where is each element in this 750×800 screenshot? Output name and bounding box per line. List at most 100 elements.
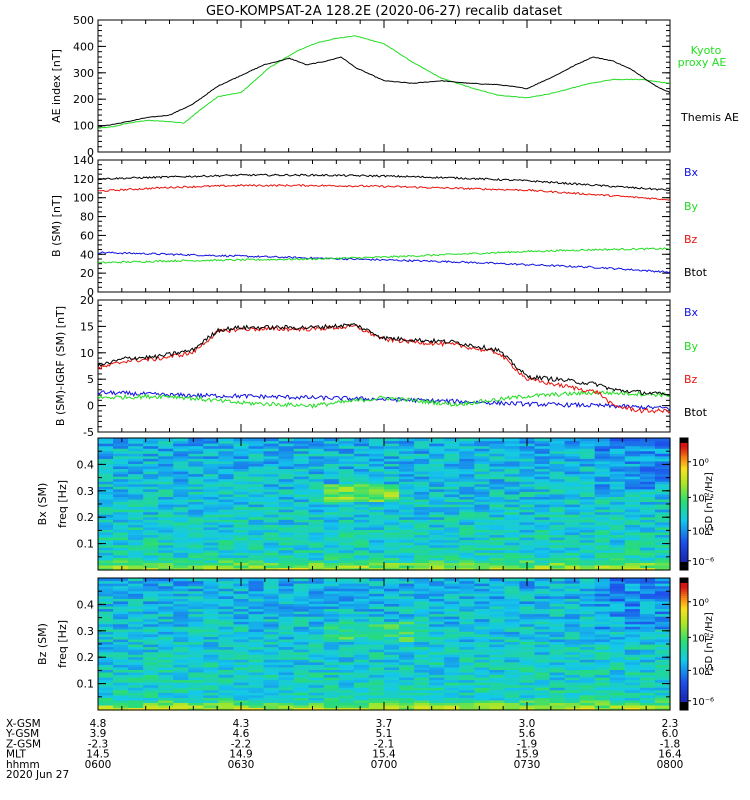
spectrogram-cell — [414, 450, 430, 454]
spectrogram-cell — [98, 704, 114, 709]
spectrogram-cell — [429, 580, 445, 584]
spectrogram-cell — [293, 697, 310, 701]
spectrogram-cell — [609, 656, 626, 660]
spectrogram-cell — [429, 549, 445, 553]
spectrogram-cell — [203, 468, 220, 472]
spectrogram-cell — [489, 585, 506, 589]
spectrogram-cell — [233, 654, 250, 658]
spectrogram-cell — [624, 443, 641, 447]
spectrogram-cell — [308, 473, 325, 477]
spectrogram-cell — [308, 677, 325, 681]
spectrogram-cell — [534, 478, 551, 482]
spectrogram-cell — [489, 491, 506, 495]
spectrogram-cell — [368, 448, 385, 452]
spectrogram-cell — [323, 666, 340, 670]
spectrogram-cell — [459, 493, 475, 497]
spectrogram-cell — [609, 611, 626, 615]
x-ticks-panel-5 — [97, 578, 671, 710]
spectrogram-cell — [353, 692, 370, 696]
spectrogram-cell — [399, 613, 415, 617]
spectrogram-cell — [203, 445, 220, 449]
spectrogram-cell — [98, 554, 114, 558]
spectrogram-cell — [399, 460, 415, 464]
spectrogram-cell — [308, 562, 325, 566]
legend-bz-panel-3: Bz — [684, 373, 698, 386]
spectrogram-cell — [564, 511, 581, 515]
colorbar-tick-label: 10⁻⁶ — [692, 697, 714, 708]
spectrogram-cell — [263, 486, 280, 490]
spectrogram-cell — [248, 511, 265, 515]
spectrogram-cell — [188, 455, 204, 459]
y-tick-label: -5 — [83, 426, 94, 439]
spectrogram-cell — [218, 605, 235, 610]
spectrogram-cell — [128, 682, 144, 686]
spectrogram-cell — [248, 506, 265, 510]
spectrogram-cell — [444, 511, 460, 515]
spectrogram-cell — [278, 628, 295, 632]
spectrogram-cell — [384, 633, 400, 637]
spectrogram-cell — [368, 537, 385, 541]
spectrogram-cell — [474, 473, 490, 477]
spectrogram-cell — [278, 618, 295, 622]
spectrogram-cell — [143, 613, 159, 617]
spectrogram-cell — [489, 486, 506, 490]
spectrogram-cell — [263, 631, 280, 635]
spectrogram-cell — [203, 702, 220, 706]
spectrogram-cell — [459, 496, 475, 500]
spectrogram-cell — [218, 506, 235, 510]
spectrogram-cell — [188, 443, 204, 447]
spectrogram-cell — [639, 542, 656, 546]
spectrogram-cell — [143, 588, 159, 592]
spectrogram-cell — [429, 603, 445, 607]
spectrogram-cell — [519, 593, 536, 597]
spectrogram-cell — [459, 600, 475, 604]
spectrogram-cell — [143, 465, 159, 470]
spectrogram-cell — [654, 557, 671, 561]
spectrogram-cell — [504, 605, 521, 610]
spectrogram-cell — [248, 448, 265, 452]
spectrogram-cell — [384, 603, 400, 607]
spectrogram-cell — [353, 687, 370, 691]
spectrogram-cell — [564, 674, 581, 678]
spectrogram-cell — [594, 554, 611, 558]
spectrogram-cell — [444, 580, 460, 584]
spectrogram-cell — [263, 549, 280, 553]
spectrogram-cell — [504, 578, 521, 582]
spectrogram-cell — [233, 590, 250, 594]
spectrogram-cell — [188, 450, 204, 454]
spectrogram-cell — [444, 659, 460, 663]
spectrogram-cell — [158, 692, 174, 696]
spectrogram-cell — [459, 440, 475, 444]
spectrogram-cell — [384, 559, 400, 563]
spectrogram-cell — [534, 636, 551, 640]
spectrogram-cell — [504, 588, 521, 592]
spectrogram-cell — [203, 453, 220, 457]
spectrogram-cell — [188, 684, 204, 688]
spectrogram-cell — [519, 638, 536, 643]
spectrogram-cell — [143, 455, 159, 459]
spectrogram-cell — [654, 590, 671, 594]
spectrogram-cell — [263, 455, 280, 459]
spectrogram-cell — [203, 583, 220, 587]
orbit-table: X-GSM 4.8 4.3 3.7 3.0 2.3Y-GSM 3.9 4.6 5.1 5.6 6.0… — [5, 718, 683, 781]
spectrogram-cell — [534, 440, 551, 444]
spectrogram-cell — [564, 458, 581, 462]
spectrogram-cell — [113, 473, 129, 477]
spectrogram-cell — [218, 453, 235, 457]
spectrogram-cell — [278, 438, 295, 442]
spectrogram-cell — [639, 511, 656, 515]
spectrogram-cell — [128, 458, 144, 462]
spectrogram-cell — [654, 460, 671, 464]
spectrogram-cell — [143, 481, 159, 485]
spectrogram-cell — [128, 554, 144, 558]
spectrogram-cell — [113, 526, 129, 530]
spectrogram-cell — [218, 460, 235, 464]
spectrogram-cell — [263, 651, 280, 655]
spectrogram-cell — [579, 641, 596, 645]
spectrogram-cell — [248, 684, 265, 688]
orbit-value: 5.6 — [519, 728, 536, 740]
spectrogram-cell — [444, 471, 460, 475]
spectrogram-cell — [429, 699, 445, 703]
spectrogram-cell — [158, 440, 174, 444]
spectrogram-cell — [414, 578, 430, 582]
